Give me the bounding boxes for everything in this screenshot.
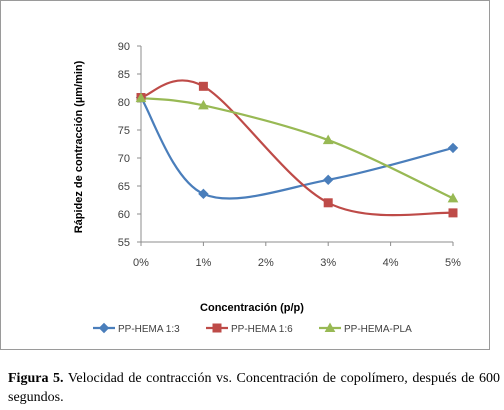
chart-axes xyxy=(137,45,454,246)
chart-legend: PP-HEMA 1:3 PP-HEMA 1:6 PP-HEMA-PLA xyxy=(93,322,412,335)
caption-label: Figura 5. xyxy=(8,371,64,386)
chart-frame: 55 60 65 70 75 80 85 90 0% 1% 2% 3% 4% 5% Concentrac… xyxy=(0,0,490,350)
figure-caption: Figura 5. Velocidad de contracción vs. C… xyxy=(8,369,500,407)
legend-marker-2 xyxy=(212,323,222,333)
series-markers xyxy=(135,81,459,218)
y-tick-label: 90 xyxy=(118,41,130,53)
legend-marker-3 xyxy=(324,322,336,332)
y-tick-label: 65 xyxy=(118,181,130,193)
data-point-series-3 xyxy=(447,192,459,203)
y-tick-label: 60 xyxy=(118,209,130,221)
x-tick-label: 5% xyxy=(445,257,461,269)
legend-label-3: PP-HEMA-PLA xyxy=(344,324,412,335)
x-tick-label: 4% xyxy=(383,257,399,269)
x-tick-label: 2% xyxy=(258,257,274,269)
data-point-series-3 xyxy=(198,99,209,110)
y-tick-label: 55 xyxy=(118,237,130,249)
x-tick-label: 3% xyxy=(320,257,336,269)
data-point-series-1 xyxy=(198,188,209,200)
legend-label-1: PP-HEMA 1:3 xyxy=(118,324,180,335)
data-point-series-2 xyxy=(323,198,333,208)
series-lines xyxy=(140,79,454,217)
data-point-series-1 xyxy=(322,174,334,186)
y-axis-label: Rápidez de contracción (µm/min) xyxy=(73,60,85,233)
x-tick-label: 0% xyxy=(133,257,149,269)
caption-text: Velocidad de contracción vs. Concentraci… xyxy=(8,371,500,405)
series-line-1 xyxy=(140,96,454,200)
y-tick-label: 85 xyxy=(118,69,130,81)
line-chart: 55 60 65 70 75 80 85 90 0% 1% 2% 3% 4% 5% Concentrac… xyxy=(73,41,461,335)
x-tick-labels: 0% 1% 2% 3% 4% 5% xyxy=(133,257,461,269)
data-point-series-2 xyxy=(198,81,208,91)
data-point-series-3 xyxy=(135,92,147,103)
x-axis-label: Concentración (p/p) xyxy=(200,302,304,314)
data-point-series-1 xyxy=(447,142,459,154)
y-tick-label: 75 xyxy=(118,125,130,137)
x-tick-label: 1% xyxy=(195,257,211,269)
series-line-2 xyxy=(140,79,454,217)
legend-marker-1 xyxy=(98,322,110,334)
series-line-3 xyxy=(140,96,454,200)
y-tick-label: 70 xyxy=(118,153,130,165)
data-point-series-2 xyxy=(448,208,458,218)
y-tick-labels: 55 60 65 70 75 80 85 90 xyxy=(118,41,130,249)
data-point-series-3 xyxy=(322,134,334,145)
legend-label-2: PP-HEMA 1:6 xyxy=(231,324,293,335)
y-tick-label: 80 xyxy=(118,97,130,109)
